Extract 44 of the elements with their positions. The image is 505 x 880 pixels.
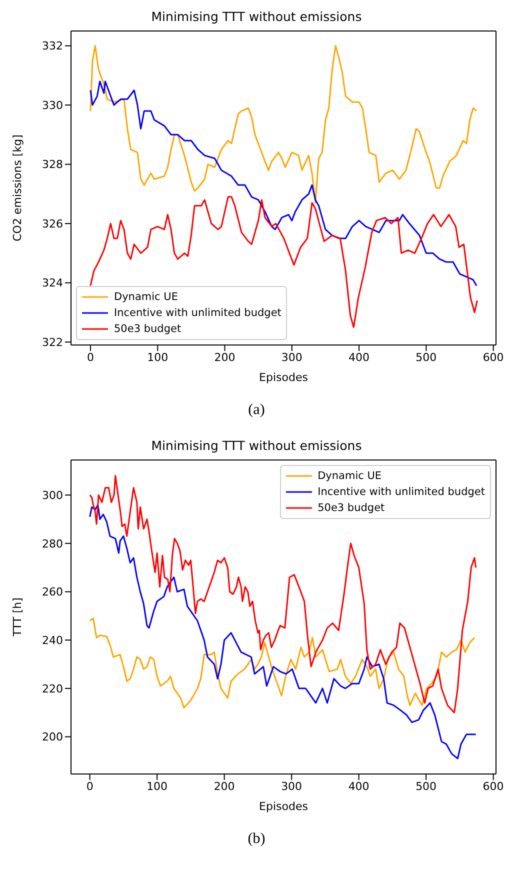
line-series — [89, 504, 477, 760]
x-tick-label: 500 — [416, 350, 437, 364]
x-tick-label: 200 — [214, 350, 236, 364]
text: (a) — [247, 402, 266, 419]
y-tick-label: 330 — [42, 98, 63, 112]
y-tick-label: 332 — [42, 40, 63, 53]
x-axis-title: Episodes — [259, 800, 308, 813]
y-tick-label: 324 — [42, 276, 63, 290]
y-tick-label: 326 — [42, 217, 63, 230]
y-tick-label: 200 — [42, 730, 63, 744]
y-tick-label: 300 — [42, 488, 63, 502]
x-tick-label: 600 — [482, 350, 504, 364]
line-series — [90, 45, 478, 204]
x-tick-label: 500 — [416, 780, 437, 793]
y-tick-label: 280 — [42, 537, 63, 550]
x-tick-label: 400 — [348, 350, 370, 364]
x-tick-label: 300 — [281, 780, 302, 793]
x-axis-title: Episodes — [259, 371, 308, 384]
y-tick-label: 260 — [42, 586, 63, 599]
legend-label: 50e3 budget — [318, 501, 385, 516]
legend-label: Incentive with unlimited budget — [318, 485, 485, 500]
x-tick-label: 100 — [147, 350, 168, 364]
x-tick-label: 300 — [281, 350, 302, 364]
y-tick-label: 240 — [42, 634, 63, 647]
x-tick-label: 0 — [86, 780, 94, 793]
y-tick-label: 220 — [42, 682, 63, 696]
chart-title: Minimising TTT without emissions — [150, 8, 363, 26]
legend-label: Dynamic UE — [114, 290, 178, 305]
y-axis-title: TTT [h] — [10, 598, 24, 638]
x-tick-label: 200 — [214, 780, 235, 793]
x-tick-label: 100 — [146, 780, 168, 793]
y-tick-label: 328 — [42, 158, 63, 172]
x-tick-label: 400 — [348, 780, 370, 793]
legend-label: 50e3 budget — [114, 322, 182, 337]
y-tick-label: 322 — [42, 336, 63, 349]
x-tick-label: 0 — [86, 350, 94, 364]
line-series — [90, 80, 478, 287]
x-tick-label: 600 — [482, 780, 504, 793]
legend-label: Dynamic UE — [318, 469, 382, 484]
chart-title: Minimising TTT without emissions — [150, 437, 363, 455]
y-axis-title: CO2 emissions [kg] — [10, 134, 24, 242]
text: (b) — [246, 831, 266, 848]
legend-label: Incentive with unlimited budget — [114, 306, 282, 321]
line-series — [89, 618, 476, 709]
